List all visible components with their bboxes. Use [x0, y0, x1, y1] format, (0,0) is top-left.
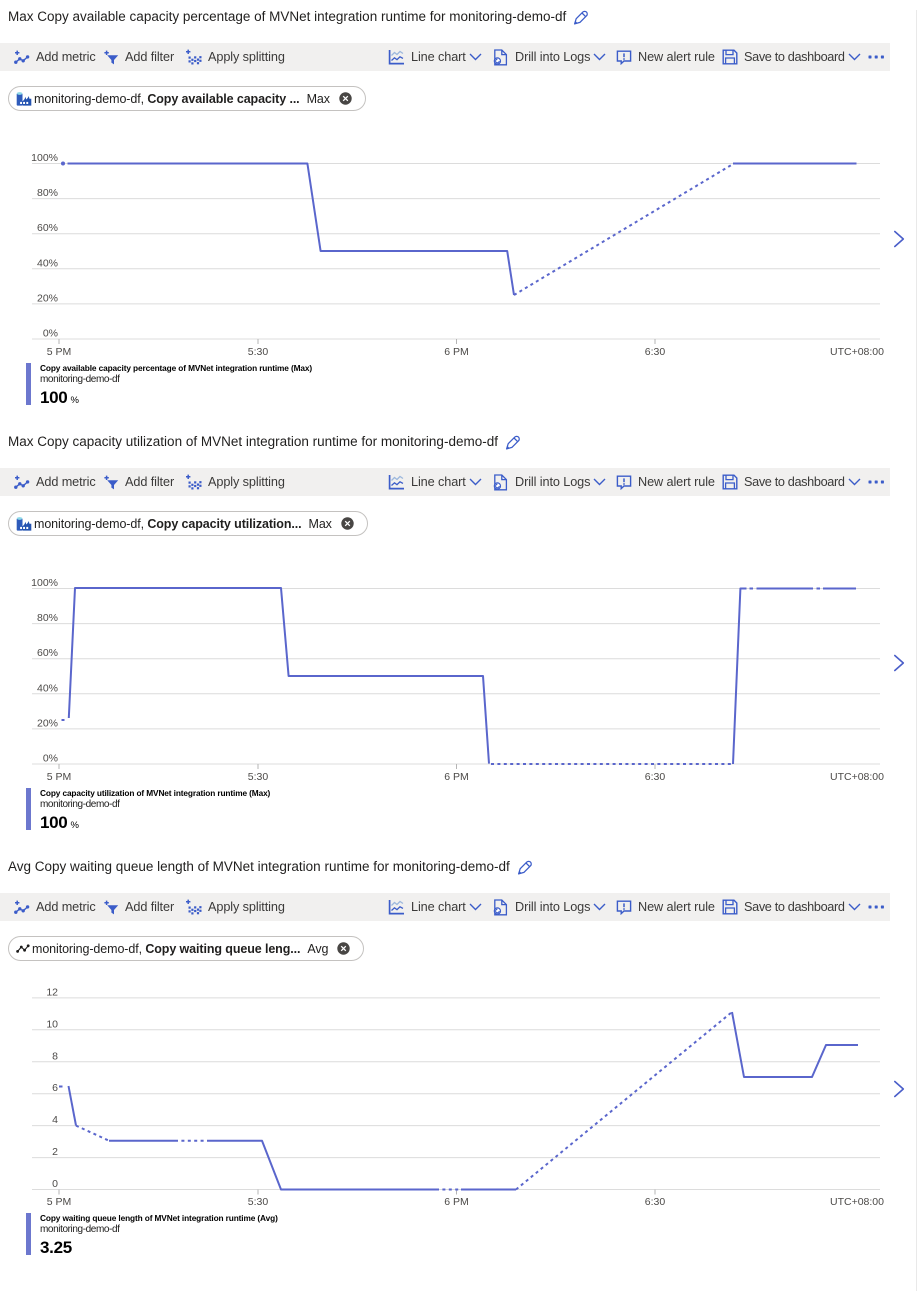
svg-text:6 PM: 6 PM: [444, 346, 469, 358]
svg-text:6:30: 6:30: [645, 1196, 666, 1208]
svg-text:10: 10: [46, 1018, 58, 1030]
svg-text:100%: 100%: [31, 577, 58, 589]
svg-text:100%: 100%: [31, 152, 58, 164]
svg-text:20%: 20%: [37, 292, 58, 304]
svg-text:20%: 20%: [37, 717, 58, 729]
svg-text:60%: 60%: [37, 647, 58, 659]
svg-text:0: 0: [52, 1178, 58, 1190]
svg-text:5 PM: 5 PM: [47, 1196, 72, 1208]
svg-text:5 PM: 5 PM: [47, 346, 72, 358]
svg-text:5:30: 5:30: [248, 771, 269, 783]
svg-text:60%: 60%: [37, 222, 58, 234]
svg-text:2: 2: [52, 1146, 58, 1158]
svg-text:6 PM: 6 PM: [444, 1196, 469, 1208]
svg-text:UTC+08:00: UTC+08:00: [830, 1196, 884, 1208]
svg-text:80%: 80%: [37, 187, 58, 199]
svg-text:6 PM: 6 PM: [444, 771, 469, 783]
svg-text:5 PM: 5 PM: [47, 771, 72, 783]
svg-text:80%: 80%: [37, 612, 58, 624]
svg-text:40%: 40%: [37, 257, 58, 269]
svg-text:12: 12: [46, 986, 58, 998]
svg-text:5:30: 5:30: [248, 346, 269, 358]
svg-text:6:30: 6:30: [645, 346, 666, 358]
svg-text:5:30: 5:30: [248, 1196, 269, 1208]
svg-text:6:30: 6:30: [645, 771, 666, 783]
svg-text:8: 8: [52, 1050, 58, 1062]
svg-text:6: 6: [52, 1082, 58, 1094]
svg-text:UTC+08:00: UTC+08:00: [830, 771, 884, 783]
svg-text:0%: 0%: [43, 328, 58, 340]
svg-text:40%: 40%: [37, 682, 58, 694]
svg-text:UTC+08:00: UTC+08:00: [830, 346, 884, 358]
svg-text:4: 4: [52, 1114, 58, 1126]
svg-text:0%: 0%: [43, 753, 58, 765]
